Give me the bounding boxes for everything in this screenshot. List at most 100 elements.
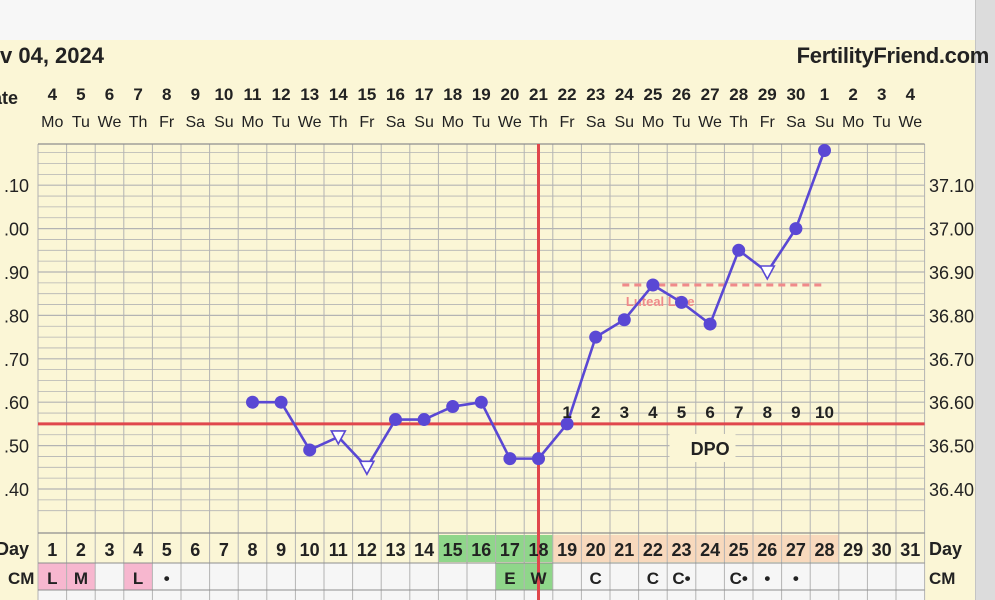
site-name[interactable]: FertilityFriend.com — [796, 43, 990, 68]
weekday-label: Su — [414, 114, 434, 131]
temperature-point — [818, 143, 831, 157]
temperature-point — [732, 243, 746, 257]
cycle-day-label: 7 — [219, 540, 229, 560]
y-tick-label-left: .80 — [4, 306, 29, 326]
weekday-label: Sa — [786, 114, 806, 131]
date-label: 26 — [672, 85, 691, 104]
cycle-day-label: 15 — [443, 540, 463, 560]
cycle-day-label: 16 — [471, 540, 491, 560]
dpo-number: 1 — [562, 403, 571, 422]
scrollbar[interactable] — [975, 0, 995, 600]
cycle-day-label: 1 — [47, 540, 57, 560]
cm-value: • — [164, 569, 170, 588]
weekday-label: Mo — [41, 114, 63, 131]
cycle-day-label: 30 — [872, 540, 892, 560]
y-tick-label-left: .10 — [4, 176, 29, 196]
y-tick-label-right: 36.40 — [929, 480, 974, 500]
temperature-point — [274, 395, 288, 409]
temperature-point — [532, 452, 545, 466]
dpo-number: 7 — [734, 403, 743, 422]
temperature-point — [303, 443, 317, 457]
date-label: 17 — [415, 85, 434, 104]
temperature-point — [617, 313, 631, 327]
cycle-day-label: 11 — [329, 540, 348, 560]
date-label: 29 — [758, 85, 777, 104]
y-tick-label-left: .70 — [4, 350, 29, 370]
date-label: 15 — [357, 85, 376, 104]
cm-pink-cell — [66, 563, 96, 590]
luteal-day-cell — [695, 535, 725, 562]
dpo-number: 5 — [677, 403, 686, 422]
cycle-day-label: 19 — [557, 540, 577, 560]
cm-value: • — [764, 569, 770, 588]
cm-value: W — [530, 569, 547, 588]
luteal-day-cell — [781, 535, 811, 562]
date-row-label: ate — [0, 88, 18, 108]
dpo-number: 10 — [815, 403, 834, 422]
day-row-label-left: Day — [0, 539, 29, 559]
y-tick-label-left: .00 — [4, 220, 29, 240]
cycle-day-label: 27 — [786, 540, 806, 560]
cycle-day-label: 21 — [614, 540, 634, 560]
weekday-label: Su — [815, 114, 835, 131]
temperature-point — [503, 452, 517, 466]
y-tick-label-left: .90 — [4, 263, 29, 283]
y-tick-label-left: .60 — [4, 393, 29, 413]
y-tick-label-left: .50 — [4, 437, 29, 457]
cm-value: C — [590, 569, 602, 588]
cm-value: C — [647, 569, 659, 588]
cycle-day-label: 28 — [814, 540, 834, 560]
cycle-day-label: 3 — [104, 540, 114, 560]
temperature-point-excluded — [329, 430, 347, 446]
cycle-day-label: 26 — [757, 540, 777, 560]
dpo-number: 8 — [763, 403, 772, 422]
date-label: 13 — [300, 85, 319, 104]
top-band — [0, 0, 975, 40]
cm-value: L — [47, 569, 57, 588]
temperature-point — [560, 417, 574, 431]
temperature-point — [646, 278, 660, 292]
dpo-label: DPO — [691, 439, 730, 459]
cycle-day-label: 17 — [500, 540, 520, 560]
cycle-day-label: 29 — [843, 540, 863, 560]
weekday-label: We — [698, 114, 722, 131]
y-tick-label-right: 36.80 — [929, 306, 974, 326]
cycle-day-label: 31 — [900, 540, 920, 560]
date-label: 8 — [162, 85, 171, 104]
y-tick-label-right: 36.90 — [929, 263, 974, 283]
date-label: 12 — [272, 85, 291, 104]
cycle-day-label: 12 — [357, 540, 377, 560]
cm-pink-cell — [38, 563, 67, 590]
date-label: 10 — [214, 85, 233, 104]
weekday-label: Tu — [272, 114, 290, 131]
date-label: 20 — [500, 85, 519, 104]
dpo-number: 2 — [591, 403, 600, 422]
luteal-day-cell — [581, 535, 610, 562]
cycle-day-label: 13 — [385, 540, 405, 560]
cycle-day-label: 24 — [700, 540, 720, 560]
weekday-label: Mo — [642, 114, 664, 131]
date-label: 30 — [786, 85, 805, 104]
weekday-label: Su — [214, 114, 234, 131]
cycle-day-label: 23 — [671, 540, 691, 560]
temperature-point-excluded — [758, 265, 776, 281]
luteal-day-cell — [810, 535, 839, 562]
date-label: 28 — [729, 85, 748, 104]
cm-row-background — [38, 563, 925, 600]
temperature-point-excluded — [358, 460, 376, 476]
cm-value: M — [74, 569, 88, 588]
temperature-point — [246, 395, 259, 409]
date-label: 22 — [558, 85, 577, 104]
date-label: 2 — [848, 85, 857, 104]
cycle-day-label: 20 — [586, 540, 606, 560]
y-tick-label-left: .40 — [4, 480, 29, 500]
date-label: 5 — [76, 85, 85, 104]
weekday-label: Tu — [672, 114, 690, 131]
y-tick-label-right: 36.50 — [929, 437, 974, 457]
date-label: 14 — [329, 85, 348, 104]
cycle-day-label: 4 — [133, 540, 143, 560]
date-label: 3 — [877, 85, 886, 104]
weekday-label: We — [898, 114, 922, 131]
cm-green-cell — [495, 563, 525, 590]
